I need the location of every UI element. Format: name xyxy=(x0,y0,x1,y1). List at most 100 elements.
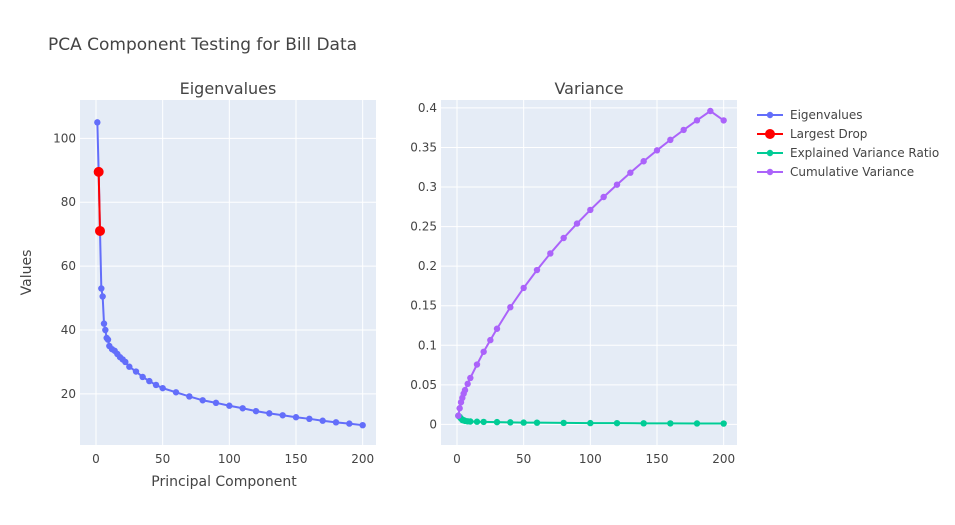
x-tick-label: 50 xyxy=(516,452,531,466)
eigenvalues-point[interactable] xyxy=(102,326,109,334)
cumulative-variance-point[interactable] xyxy=(467,374,474,382)
legend-label: Eigenvalues xyxy=(790,108,863,122)
eigenvalues-point[interactable] xyxy=(199,397,206,404)
legend-label: Cumulative Variance xyxy=(790,165,914,179)
eigenvalues-point[interactable] xyxy=(346,420,353,427)
cumulative-variance-point[interactable] xyxy=(464,380,471,388)
cumulative-variance-point[interactable] xyxy=(520,284,527,292)
cumulative-variance-point[interactable] xyxy=(573,220,581,227)
y-tick-label: 0.05 xyxy=(410,378,437,392)
cumulative-variance-point[interactable] xyxy=(640,158,647,165)
y-tick-label: 0.1 xyxy=(418,338,437,352)
explained-variance-ratio-point[interactable] xyxy=(473,418,481,425)
y-tick-label: 20 xyxy=(61,387,76,401)
legend-marker xyxy=(766,149,774,157)
largest-drop-point[interactable] xyxy=(93,166,104,177)
eigenvalues-point[interactable] xyxy=(239,405,246,412)
legend-item-eigenvalues[interactable]: Eigenvalues xyxy=(757,108,863,122)
cumulative-variance-point[interactable] xyxy=(547,250,554,257)
y-tick-label: 0.4 xyxy=(418,101,437,115)
explained-variance-ratio-point[interactable] xyxy=(640,420,647,427)
eigenvalues-point[interactable] xyxy=(292,414,300,421)
cumulative-variance-point[interactable] xyxy=(627,169,634,176)
x-tick-label: 200 xyxy=(351,452,374,466)
cumulative-variance-point[interactable] xyxy=(613,181,621,188)
eigenvalues-point[interactable] xyxy=(172,389,180,396)
explained-variance-ratio-point[interactable] xyxy=(560,419,567,427)
largest-drop-point[interactable] xyxy=(95,225,105,236)
cumulative-variance-point[interactable] xyxy=(456,405,463,412)
explained-variance-ratio-point[interactable] xyxy=(613,419,621,427)
explained-variance-ratio-point[interactable] xyxy=(587,419,594,427)
cumulative-variance-point[interactable] xyxy=(473,361,481,368)
cumulative-variance-point[interactable] xyxy=(480,348,487,355)
eigenvalues-point[interactable] xyxy=(159,384,166,392)
x-tick-label: 0 xyxy=(92,452,100,466)
eigenvalues-marks xyxy=(93,119,366,429)
y-tick-label: 80 xyxy=(61,195,76,209)
cumulative-variance-point[interactable] xyxy=(487,336,494,344)
legend-marker xyxy=(766,111,774,119)
eigenvalues-point[interactable] xyxy=(152,381,160,389)
cumulative-variance-point[interactable] xyxy=(680,126,687,134)
eigenvalues-point[interactable] xyxy=(98,285,105,292)
explained-variance-ratio-point[interactable] xyxy=(507,419,514,426)
legend-marker xyxy=(766,168,774,176)
cumulative-variance-point[interactable] xyxy=(461,386,469,394)
explained-variance-ratio-point[interactable] xyxy=(520,419,527,426)
explained-variance-ratio-point[interactable] xyxy=(467,418,474,425)
legend-item-explained-variance-ratio[interactable]: Explained Variance Ratio xyxy=(757,146,939,160)
eigenvalues-point[interactable] xyxy=(132,368,140,375)
legend-item-cumulative-variance[interactable]: Cumulative Variance xyxy=(757,165,914,179)
eigenvalues-point[interactable] xyxy=(279,412,286,419)
cumulative-variance-point[interactable] xyxy=(507,304,514,311)
cumulative-variance-point[interactable] xyxy=(533,266,541,274)
eigenvalues-point[interactable] xyxy=(319,417,326,424)
explained-variance-ratio-point[interactable] xyxy=(693,420,701,427)
eigenvalues-point[interactable] xyxy=(94,119,101,126)
x-tick-label: 100 xyxy=(218,452,241,466)
eigenvalues-point[interactable] xyxy=(122,358,129,366)
variance-subplot: 0 50 100 150 200 0 0.05 0.1 0.15 0.2 0.25 0.3 0.35 0.… xyxy=(410,79,737,466)
eigenvalues-point[interactable] xyxy=(212,399,220,407)
y-tick-label: 0.2 xyxy=(418,259,437,273)
eigenvalues-point[interactable] xyxy=(266,410,273,417)
y-tick-label: 0.15 xyxy=(410,299,437,313)
cumulative-variance-point[interactable] xyxy=(560,234,567,242)
legend-item-largest-drop[interactable]: Largest Drop xyxy=(757,127,867,141)
y-tick-label: 0 xyxy=(429,417,437,431)
x-tick-label: 150 xyxy=(646,452,669,466)
eigenvalues-plot-area xyxy=(80,100,376,445)
y-tick-label: 0.3 xyxy=(418,180,437,194)
cumulative-variance-point[interactable] xyxy=(667,136,674,144)
cumulative-variance-point[interactable] xyxy=(693,117,701,124)
cumulative-variance-point[interactable] xyxy=(600,193,607,201)
eigenvalues-point[interactable] xyxy=(99,293,106,300)
variance-subplot-title: Variance xyxy=(554,79,623,98)
eigenvalues-point[interactable] xyxy=(332,419,340,426)
explained-variance-ratio-point[interactable] xyxy=(493,418,501,426)
eigenvalues-point[interactable] xyxy=(252,407,260,415)
cumulative-variance-point[interactable] xyxy=(653,147,661,154)
explained-variance-ratio-point[interactable] xyxy=(667,420,674,427)
eigenvalues-point[interactable] xyxy=(104,336,112,343)
eigenvalues-point[interactable] xyxy=(306,415,313,423)
eigenvalues-point[interactable] xyxy=(146,377,153,385)
legend[interactable]: Eigenvalues Largest Drop Explained Varianc… xyxy=(757,108,939,179)
cumulative-variance-point[interactable] xyxy=(587,206,594,214)
cumulative-variance-point[interactable] xyxy=(720,117,727,124)
explained-variance-ratio-point[interactable] xyxy=(533,419,541,426)
eigenvalues-point[interactable] xyxy=(100,320,108,327)
cumulative-variance-point[interactable] xyxy=(493,325,501,332)
eigenvalues-point[interactable] xyxy=(359,421,366,429)
cumulative-variance-point[interactable] xyxy=(707,107,714,115)
x-tick-label: 50 xyxy=(155,452,170,466)
explained-variance-ratio-point[interactable] xyxy=(720,420,727,427)
eigenvalues-point[interactable] xyxy=(186,393,193,400)
eigenvalues-point[interactable] xyxy=(139,373,146,381)
explained-variance-ratio-point[interactable] xyxy=(480,418,487,426)
cumulative-variance-point[interactable] xyxy=(455,412,462,419)
eigenvalues-point[interactable] xyxy=(226,402,233,409)
eigenvalues-point[interactable] xyxy=(126,363,133,370)
